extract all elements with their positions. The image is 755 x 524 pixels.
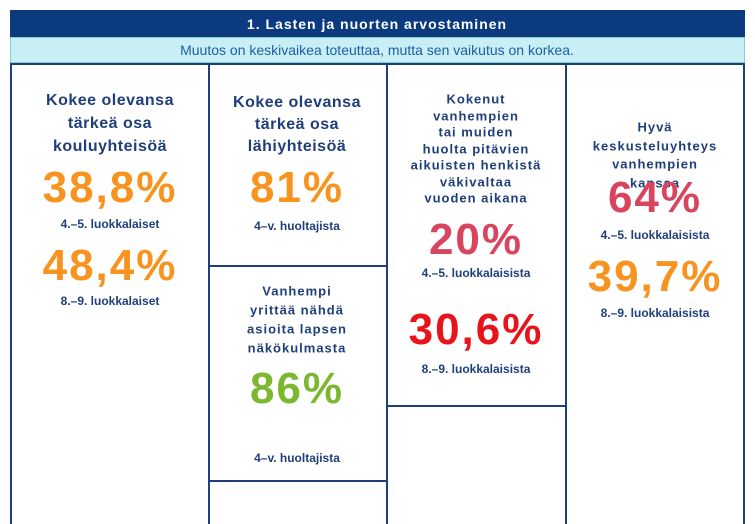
panel-title: tärkeä osa xyxy=(254,116,340,133)
panel-title: vuoden aikana xyxy=(424,190,528,206)
panel-title: keskusteluyhteys xyxy=(592,138,718,153)
stat-label: 8.–9. luokkalaiset xyxy=(60,294,160,308)
header-subtitle: Muutos on keskivaikea toteuttaa, mutta s… xyxy=(180,42,574,58)
panel-title: Kokenut xyxy=(446,91,506,107)
panel-title: Hyvä xyxy=(637,119,673,135)
stat-label: 4–v. huoltajista xyxy=(254,451,340,465)
panel-title: tai muiden xyxy=(438,124,514,140)
panel-box xyxy=(208,480,388,524)
stat-label: 4.–5. luokkalaisista xyxy=(600,228,710,242)
panel-title: Vanhempi xyxy=(262,283,332,299)
stat-value: 81% xyxy=(249,163,345,212)
panel-title: väkivaltaa xyxy=(439,174,513,189)
stat-value: 39,7% xyxy=(587,252,723,301)
panel-title: asioita lapsen xyxy=(247,321,347,337)
panel-title: lähiyhteisöä xyxy=(247,138,347,155)
subtitle-bar xyxy=(10,37,745,63)
stat-value: 64% xyxy=(607,173,703,222)
panel-title: huolta pitävien xyxy=(422,141,530,156)
panel-title: Kokee olevansa xyxy=(46,92,174,109)
stat-label: 4.–5. luokkalaiset xyxy=(60,217,160,231)
stat-label: 4–v. huoltajista xyxy=(254,219,340,233)
stat-value: 48,4% xyxy=(42,241,178,290)
panel-title: yrittää nähdä xyxy=(250,302,344,318)
panel-title: näkökulmasta xyxy=(247,340,347,356)
panel-box xyxy=(565,63,745,524)
header-bar xyxy=(10,10,745,37)
stat-value: 30,6% xyxy=(408,305,544,354)
stat-value: 38,8% xyxy=(42,163,178,212)
panel-title: kouluyhteisöä xyxy=(52,138,168,155)
stat-label: 8.–9. luokkalaisista xyxy=(421,362,531,376)
panel-title: tärkeä osa xyxy=(67,115,153,132)
panel-title: kanssa xyxy=(629,175,681,190)
stat-value: 86% xyxy=(249,364,345,413)
panel-title: Kokee olevansa xyxy=(233,94,361,111)
header-title: 1. Lasten ja nuorten arvostaminen xyxy=(246,16,508,32)
stat-label: 8.–9. luokkalaisista xyxy=(600,306,710,320)
stat-value: 20% xyxy=(428,215,524,264)
panel-title: aikuisten henkistä xyxy=(410,157,542,173)
stat-label: 4.–5. luokkalaisista xyxy=(421,266,531,280)
panel-title: vanhempien xyxy=(612,156,698,172)
panel-title: vanhempien xyxy=(433,108,519,123)
